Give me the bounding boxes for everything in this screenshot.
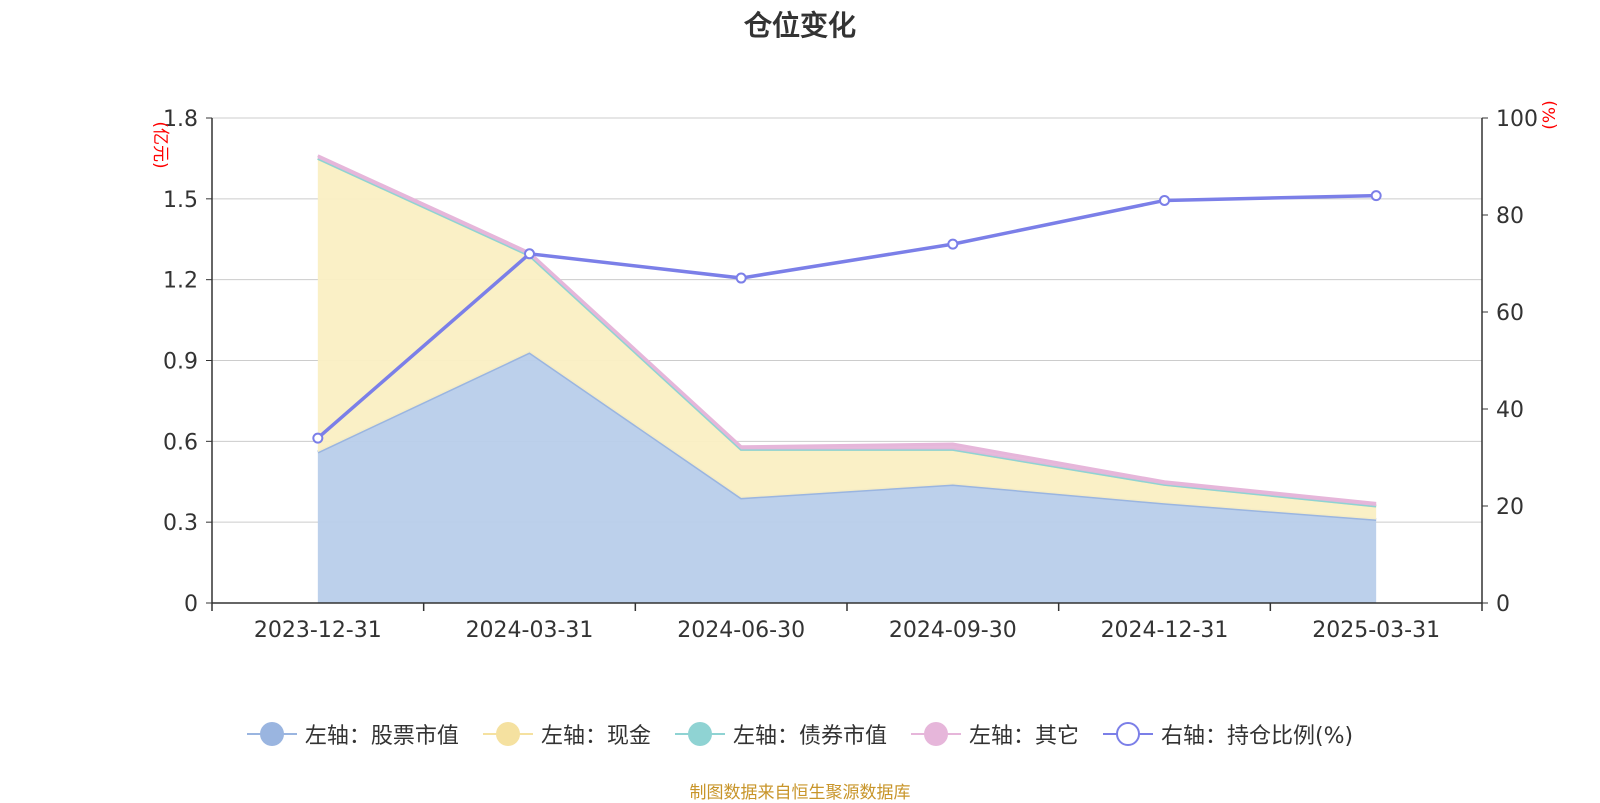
left-axis-tick-label: 0.6: [163, 430, 198, 455]
legend-marker-icon: [1102, 721, 1153, 747]
legend-marker-icon: [482, 721, 533, 747]
x-axis-tick-label: 2025-03-31: [1312, 618, 1440, 643]
left-axis-unit: (亿元): [150, 121, 170, 168]
ratio-point: [735, 272, 747, 284]
legend-item-other[interactable]: 左轴：其它: [910, 718, 1079, 750]
legend-item-bond[interactable]: 左轴：债券市值: [674, 718, 887, 750]
line-other: [317, 154, 1377, 505]
legend-item-ratio[interactable]: 右轴：持仓比例(%): [1102, 718, 1354, 750]
right-axis-tick-label: 100: [1496, 107, 1538, 132]
x-axis-tick-label: 2024-06-30: [677, 618, 805, 643]
x-axis-tick-label: 2024-09-30: [889, 618, 1017, 643]
ratio-point: [1159, 194, 1170, 206]
right-axis-tick-label: 60: [1496, 301, 1524, 326]
ratio-line: [316, 193, 1377, 440]
legend-label: 右轴：持仓比例(%): [1160, 724, 1354, 749]
ratio-point: [947, 238, 959, 250]
legend: 左轴：股票市值 左轴：现金 左轴：债券市值 左轴：其它 右轴：持仓比例(%): [0, 718, 1600, 750]
area-stock: [317, 352, 1377, 603]
legend-label: 左轴：现金: [540, 724, 651, 749]
chart-title: 仓位变化: [743, 9, 856, 42]
right-axis-tick-label: 80: [1496, 204, 1524, 229]
legend-label: 左轴：债券市值: [732, 724, 887, 749]
ratio-point: [312, 432, 324, 444]
left-axis-tick-label: 1.2: [163, 269, 198, 294]
legend-marker-icon: [910, 721, 961, 747]
right-axis-tick-label: 40: [1496, 398, 1524, 423]
right-axis-tick-label: 0: [1496, 592, 1510, 617]
legend-label: 左轴：股票市值: [304, 724, 459, 749]
x-axis-tick-label: 2024-12-31: [1101, 618, 1229, 643]
left-axis-tick-label: 0.3: [163, 511, 198, 536]
legend-marker-icon: [246, 721, 297, 747]
legend-marker-icon: [674, 721, 725, 747]
source-note: 制图数据来自恒生聚源数据库: [689, 783, 911, 803]
left-axis-tick-label: 0: [184, 592, 198, 617]
ratio-point: [524, 248, 535, 260]
left-axis-tick-label: 0.9: [163, 350, 198, 375]
x-axis-tick-label: 2024-03-31: [466, 618, 594, 643]
left-axis-tick-label: 1.5: [163, 188, 198, 213]
legend-item-cash[interactable]: 左轴：现金: [482, 718, 651, 750]
right-axis-tick-label: 20: [1496, 495, 1524, 520]
area-cash: [317, 158, 1377, 520]
ratio-point: [1370, 190, 1382, 202]
chart-canvas: 0 0.3 0.6 0.9 1.2 1.5 1.8 0 20 40 60 80 100 2023-12-3…: [150, 100, 1560, 643]
x-axis-tick-label: 2023-12-31: [254, 618, 382, 643]
legend-item-stock[interactable]: 左轴：股票市值: [246, 718, 459, 750]
legend-label: 左轴：其它: [968, 724, 1079, 749]
left-axis-tick-label: 1.8: [163, 107, 198, 132]
right-axis-unit: (%): [1540, 100, 1560, 129]
